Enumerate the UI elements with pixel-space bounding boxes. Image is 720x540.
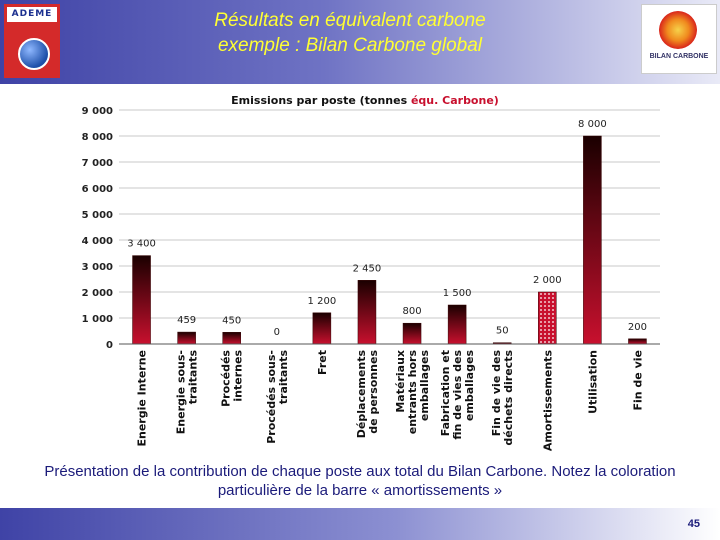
category-label: Procédés sous-traitants	[265, 350, 290, 444]
ademe-logo: ADEME	[4, 4, 60, 78]
page-number: 45	[687, 518, 700, 530]
bar	[538, 291, 557, 345]
value-labels: 3 400 459 450 0 1 200 2 450 800 1 500 50 2 000 8 0…	[127, 119, 647, 338]
bar	[583, 135, 602, 345]
value-label: 0	[274, 327, 280, 338]
category-label: Fin de vie	[631, 350, 644, 411]
bar	[222, 332, 241, 345]
y-tick-label: 3 000	[82, 262, 113, 273]
bar	[447, 304, 467, 345]
category-label: Utilisation	[586, 350, 599, 414]
gridlines	[119, 109, 660, 345]
y-tick-label: 8 000	[82, 132, 113, 143]
y-tick-label: 5 000	[82, 210, 113, 221]
value-label: 459	[177, 315, 196, 326]
category-label: Déplacementsde personnes	[355, 350, 380, 439]
category-label: Procédésinternes	[220, 350, 245, 407]
value-label: 200	[628, 322, 647, 333]
bar	[628, 338, 647, 345]
chart-title-part-2: équ. Carbone)	[411, 94, 499, 107]
category-label: Fret	[316, 350, 329, 375]
value-label: 2 450	[353, 263, 382, 274]
y-tick-label: 9 000	[82, 106, 113, 117]
category-label: Fin de vie desdéchets directs	[490, 350, 515, 446]
value-label: 8 000	[578, 119, 607, 130]
slide-title: Résultats en équivalent carbone exemple …	[120, 8, 580, 58]
category-label: Matériauxentrants horsemballages	[394, 350, 431, 435]
value-label: 3 400	[127, 239, 156, 250]
category-label: Amortissements	[541, 350, 554, 452]
ademe-logo-text: ADEME	[7, 7, 57, 22]
value-label: 1 200	[308, 296, 337, 307]
bar	[402, 322, 422, 345]
title-line-2: exemple : Bilan Carbone global	[217, 35, 483, 56]
emissions-bar-chart: Emissions par poste (tonnes équ. Carbone…	[82, 94, 660, 452]
value-label: 450	[222, 315, 241, 326]
bilan-carbone-logo: BILAN CARBONE	[641, 4, 717, 74]
bilan-carbone-emblem-icon	[659, 11, 697, 49]
value-label: 800	[402, 306, 421, 317]
y-axis-ticks: 0 1 000 2 000 3 000 4 000 5 000 6 000 7 000 8 00…	[82, 106, 113, 351]
category-label: Energie sous-traitants	[175, 350, 200, 435]
chart-title-part-1: Emissions par poste (tonnes	[231, 94, 411, 107]
bar	[132, 255, 151, 345]
chart-title: Emissions par poste (tonnes équ. Carbone…	[231, 94, 499, 107]
footer-banner: 45	[0, 508, 720, 540]
globe-icon	[18, 38, 50, 70]
bars	[132, 135, 647, 345]
bar	[357, 280, 377, 345]
y-tick-label: 7 000	[82, 158, 113, 169]
y-tick-label: 4 000	[82, 236, 113, 247]
y-tick-label: 1 000	[82, 314, 113, 325]
value-label: 50	[496, 326, 509, 337]
title-line-1: Résultats en équivalent carbone	[214, 10, 486, 31]
category-labels: Energie Interne Energie sous-traitants Pro…	[136, 350, 645, 452]
bar	[312, 312, 332, 345]
value-label: 2 000	[533, 275, 562, 286]
slide-caption: Présentation de la contribution de chaqu…	[44, 463, 676, 499]
bar	[177, 331, 196, 345]
y-tick-label: 6 000	[82, 184, 113, 195]
value-label: 1 500	[443, 288, 472, 299]
y-tick-label: 2 000	[82, 288, 113, 299]
bilan-carbone-logo-text: BILAN CARBONE	[649, 53, 709, 60]
y-tick-label: 0	[106, 340, 113, 351]
category-label: Energie Interne	[136, 350, 149, 447]
header-banner: ADEME Résultats en équivalent carbone ex…	[0, 0, 720, 84]
category-label: Fabrication etfin de vies desemballages	[439, 350, 476, 440]
